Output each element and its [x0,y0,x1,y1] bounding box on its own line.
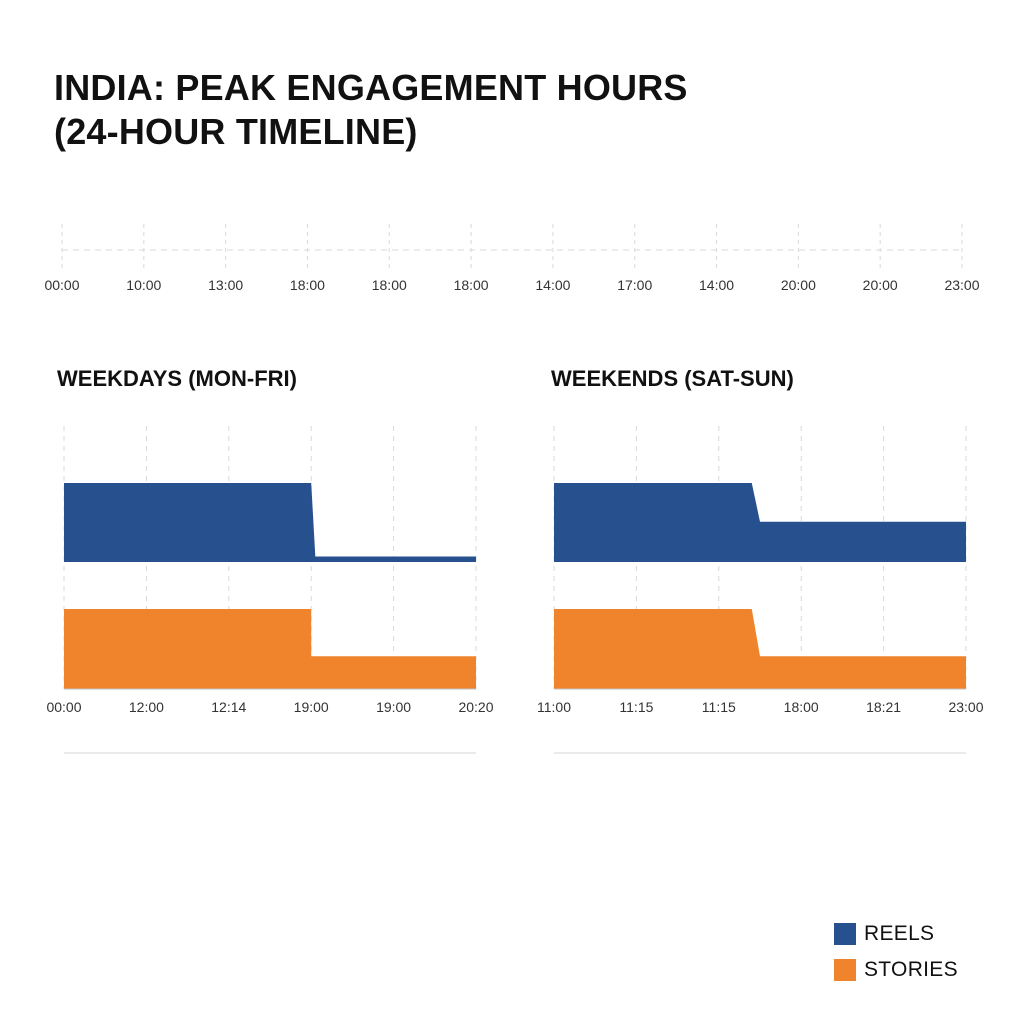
weekdays-tick-label: 12:00 [129,699,164,715]
top-timeline-axis: 00:00 10:00 13:00 18:00 18:00 18:00 14:00 17:00… [44,224,980,293]
weekends-panel-title: WEEKENDS (SAT-SUN) [551,366,794,391]
chart-title: INDIA: PEAK ENGAGEMENT HOURS (24-HOUR TI… [54,66,814,154]
top-axis-tick-label: 00:00 [44,277,79,293]
weekends-tick-label: 11:15 [702,699,736,715]
legend-item-reels: REELS [834,916,958,952]
top-axis-tick-label: 20:00 [863,277,898,293]
chart-title-line-2: (24-HOUR TIMELINE) [54,111,418,152]
top-axis-tick-label: 18:00 [290,277,325,293]
legend-item-stories: STORIES [834,952,958,988]
top-axis-tick-label: 18:00 [454,277,489,293]
weekdays-series-reels [64,483,476,562]
legend: REELS STORIES [834,916,958,988]
weekdays-tick-label: 19:00 [294,699,329,715]
top-axis-tick-label: 14:00 [535,277,570,293]
weekends-tick-label: 18:21 [866,699,901,715]
top-axis-tick-label: 10:00 [126,277,161,293]
weekdays-tick-label: 00:00 [46,699,81,715]
weekends-chart: 11:00 11:15 11:15 18:00 18:21 23:00 [537,426,984,754]
weekdays-series-stories [64,609,476,689]
weekends-tick-label: 23:00 [948,699,983,715]
legend-label-stories: STORIES [864,958,958,981]
top-axis-tick-label: 18:00 [372,277,407,293]
top-axis-tick-label: 13:00 [208,277,243,293]
top-axis-tick-label: 23:00 [944,277,979,293]
top-axis-tick-label: 20:00 [781,277,816,293]
weekdays-tick-label: 19:00 [376,699,411,715]
top-axis-tick-label: 17:00 [617,277,652,293]
weekends-series-stories [554,609,966,689]
top-axis-tick-label: 14:00 [699,277,734,293]
legend-label-reels: REELS [864,922,935,945]
weekends-tick-label: 11:15 [619,699,653,715]
weekends-series-reels [554,483,966,562]
weekdays-tick-label: 20:20 [458,699,493,715]
legend-swatch-reels [834,923,856,945]
legend-swatch-stories [834,959,856,981]
weekdays-chart: 00:00 12:00 12:14 19:00 19:00 20:20 [46,426,494,754]
weekdays-tick-label: 12:14 [211,699,246,715]
weekends-tick-label: 11:00 [537,699,571,715]
chart-title-line-1: INDIA: PEAK ENGAGEMENT HOURS [54,67,688,108]
weekdays-panel-title: WEEKDAYS (MON-FRI) [57,366,297,391]
weekends-tick-label: 18:00 [784,699,819,715]
